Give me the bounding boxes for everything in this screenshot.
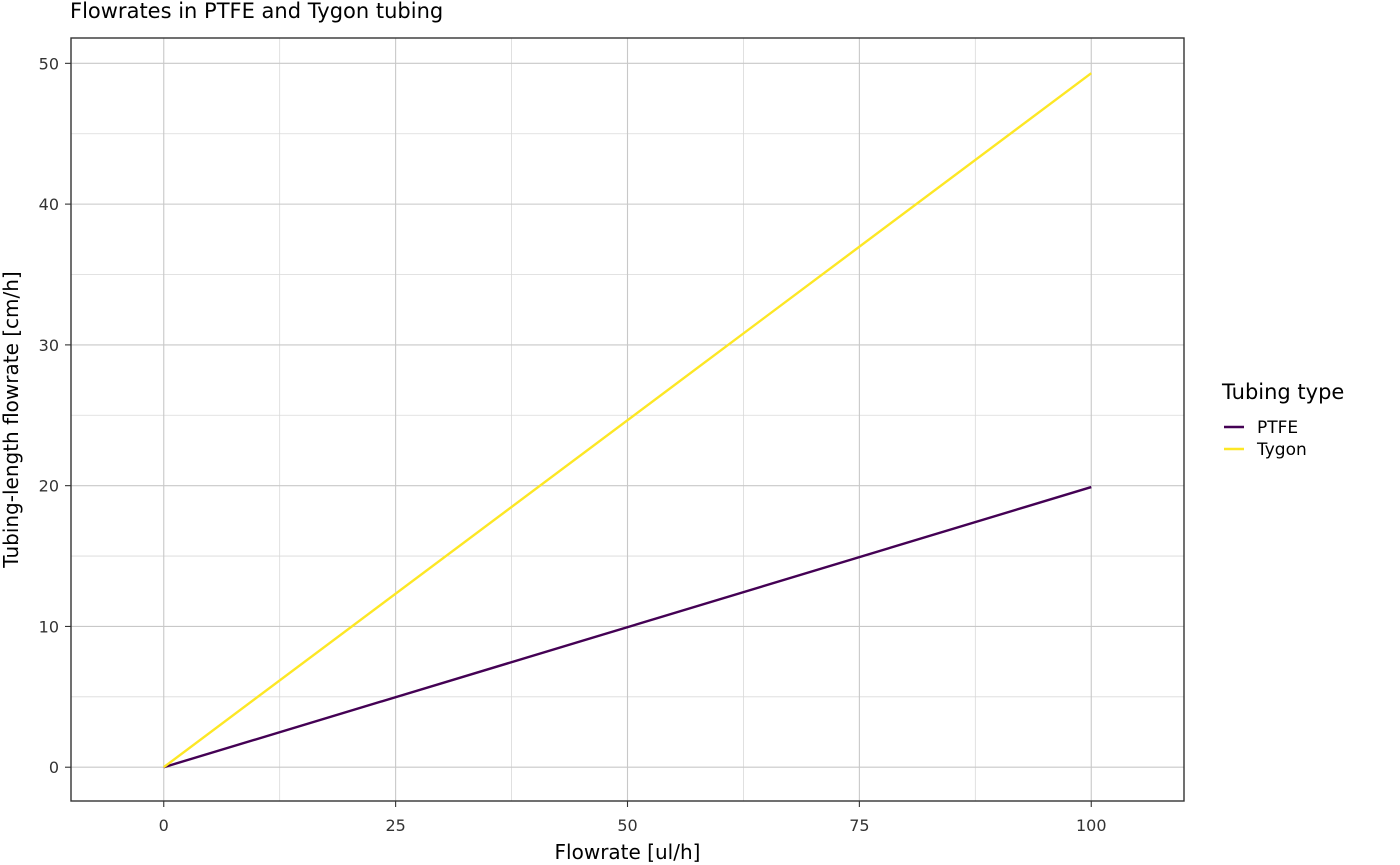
x-tick-label: 50: [617, 816, 637, 835]
chart-title: Flowrates in PTFE and Tygon tubing: [70, 0, 443, 23]
series-line-ptfe: [163, 485, 1092, 769]
x-tick-label: 100: [1076, 816, 1107, 835]
y-axis-title: Tubing-length flowrate [cm/h]: [0, 271, 23, 568]
y-tick-label: 40: [39, 195, 59, 214]
x-axis-title: Flowrate [ul/h]: [555, 840, 701, 864]
legend-title: Tubing type: [1221, 380, 1344, 404]
x-tick-label: 75: [849, 816, 869, 835]
legend-label-tygon: Tygon: [1256, 440, 1307, 460]
y-tick-label: 30: [39, 336, 59, 355]
legend-label-ptfe: PTFE: [1257, 418, 1298, 438]
y-tick-label: 50: [39, 54, 59, 73]
y-tick-label: 20: [39, 477, 59, 496]
y-tick-label: 0: [49, 758, 59, 777]
series-line-tygon: [163, 72, 1092, 769]
y-tick-label: 10: [39, 617, 59, 636]
series-lines: [163, 72, 1092, 769]
major-gridlines: [71, 38, 1184, 801]
x-tick-label: 0: [159, 816, 169, 835]
x-axis-ticks: 0 25 50 75 100: [159, 801, 1107, 835]
y-axis-ticks: 0 10 20 30 40 50: [39, 54, 71, 777]
x-tick-label: 25: [385, 816, 405, 835]
